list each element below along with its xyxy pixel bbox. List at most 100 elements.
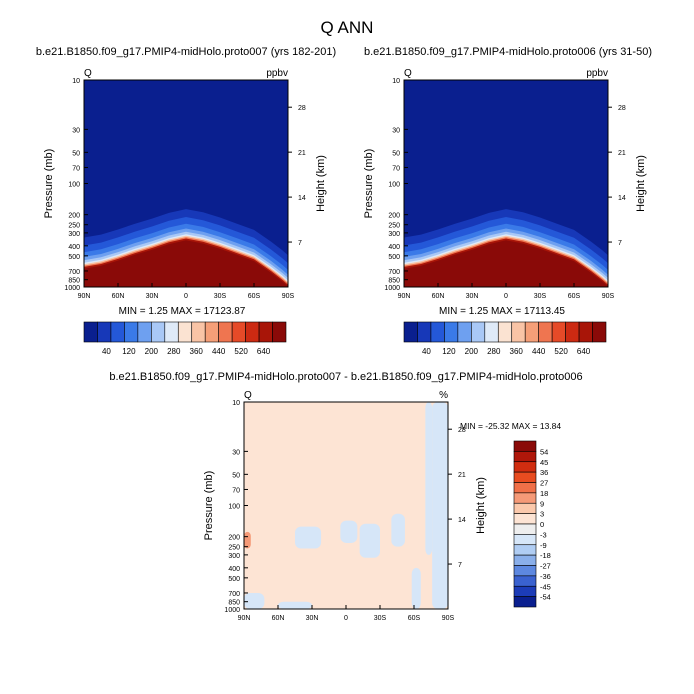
colorbar-label: -45 bbox=[540, 582, 551, 591]
colorbar-label: 200 bbox=[465, 347, 479, 356]
y-tick-label: 100 bbox=[228, 504, 240, 511]
colorbar-swatch bbox=[513, 523, 537, 535]
colorbar-swatch bbox=[191, 321, 206, 343]
x-tick-label: 0 bbox=[344, 615, 348, 622]
y-tick-label: 10 bbox=[232, 400, 240, 407]
colorbar-swatch bbox=[444, 321, 459, 343]
colorbar-label: 45 bbox=[540, 458, 548, 467]
y2-tick-label: 7 bbox=[618, 240, 622, 247]
colorbar-label: 0 bbox=[540, 520, 544, 529]
chart-title: b.e21.B1850.f09_g17.PMIP4-midHolo.proto0… bbox=[109, 371, 582, 383]
right-corner-label: ppbv bbox=[266, 68, 288, 79]
colorbar-swatch bbox=[513, 440, 537, 452]
colorbar-swatch bbox=[513, 471, 537, 483]
x-tick-label: 30S bbox=[214, 293, 227, 300]
plot-area bbox=[404, 80, 608, 287]
y-tick-label: 400 bbox=[68, 244, 80, 251]
y-tick-label: 300 bbox=[68, 231, 80, 238]
x-tick-label: 60N bbox=[112, 293, 125, 300]
colorbar-label: 36 bbox=[540, 468, 548, 477]
x-tick-label: 90S bbox=[602, 293, 615, 300]
colorbar-swatch bbox=[403, 321, 418, 343]
colorbar-swatch bbox=[484, 321, 499, 343]
y-tick-label: 850 bbox=[68, 278, 80, 285]
right-corner-label: ppbv bbox=[586, 68, 608, 79]
y2-tick-label: 28 bbox=[458, 427, 466, 434]
y-tick-label: 700 bbox=[68, 269, 80, 276]
y-tick-label: 1000 bbox=[384, 285, 400, 292]
positive-region bbox=[244, 531, 251, 549]
x-tick-label: 30S bbox=[534, 293, 547, 300]
colorbar-swatch bbox=[513, 554, 537, 566]
colorbar-swatch bbox=[538, 321, 553, 343]
colorbar-swatch bbox=[457, 321, 472, 343]
y-tick-label: 50 bbox=[392, 150, 400, 157]
colorbar-label: 18 bbox=[540, 489, 548, 498]
colorbar-swatch bbox=[513, 492, 537, 504]
x-tick-label: 90S bbox=[282, 293, 295, 300]
colorbar-swatch bbox=[231, 321, 246, 343]
y-tick-label: 250 bbox=[388, 223, 400, 230]
y2-tick-label: 21 bbox=[458, 472, 466, 479]
colorbar-label: 27 bbox=[540, 479, 548, 488]
x-tick-label: 0 bbox=[184, 293, 188, 300]
y-axis-label: Pressure (mb) bbox=[43, 149, 55, 219]
y-tick-label: 1000 bbox=[64, 285, 80, 292]
colorbar-label: -3 bbox=[540, 530, 547, 539]
y-tick-label: 100 bbox=[388, 182, 400, 189]
y2-tick-label: 14 bbox=[458, 517, 466, 524]
colorbar-swatch bbox=[110, 321, 125, 343]
y-tick-label: 10 bbox=[72, 78, 80, 85]
colorbar-swatch bbox=[513, 575, 537, 587]
y-tick-label: 200 bbox=[228, 535, 240, 542]
y-tick-label: 400 bbox=[388, 244, 400, 251]
min-max-stats: MIN = 1.25 MAX = 17113.45 bbox=[439, 306, 565, 317]
negative-region bbox=[278, 601, 312, 609]
colorbar-label: 40 bbox=[422, 347, 431, 356]
colorbar-swatch bbox=[565, 321, 580, 343]
y2-tick-label: 7 bbox=[458, 562, 462, 569]
y2-tick-label: 28 bbox=[618, 105, 626, 112]
y-tick-label: 30 bbox=[392, 127, 400, 134]
colorbar-swatch bbox=[497, 321, 513, 343]
right-corner-label: % bbox=[439, 390, 448, 401]
colorbar-label: -9 bbox=[540, 541, 547, 550]
colorbar-swatch bbox=[513, 461, 537, 473]
y-tick-label: 10 bbox=[392, 78, 400, 85]
y-tick-label: 1000 bbox=[224, 607, 240, 614]
x-tick-label: 60S bbox=[248, 293, 261, 300]
figure-title: Q ANN bbox=[321, 18, 374, 37]
colorbar-label: 640 bbox=[577, 347, 591, 356]
y-tick-label: 30 bbox=[72, 127, 80, 134]
chart-panel-2: b.e21.B1850.f09_g17.PMIP4-midHolo.proto0… bbox=[363, 46, 652, 356]
x-tick-label: 90N bbox=[238, 615, 251, 622]
y2-tick-label: 28 bbox=[298, 105, 306, 112]
colorbar-swatch bbox=[83, 321, 98, 343]
colorbar-swatch bbox=[218, 321, 233, 343]
y-tick-label: 50 bbox=[232, 472, 240, 479]
colorbar-swatch bbox=[513, 451, 537, 463]
x-tick-label: 90S bbox=[442, 615, 455, 622]
colorbar-swatch bbox=[177, 321, 193, 343]
x-tick-label: 30S bbox=[374, 615, 387, 622]
min-max-stats: MIN = -25.32 MAX = 13.84 bbox=[460, 421, 561, 431]
y2-tick-label: 21 bbox=[298, 150, 306, 157]
plot-area bbox=[84, 80, 288, 287]
colorbar-label: 9 bbox=[540, 499, 544, 508]
y-tick-label: 70 bbox=[392, 165, 400, 172]
y-axis-label: Pressure (mb) bbox=[363, 149, 375, 219]
colorbar-label: 360 bbox=[510, 347, 524, 356]
y2-tick-label: 14 bbox=[618, 195, 626, 202]
x-tick-label: 90N bbox=[78, 293, 91, 300]
chart-panel-1: b.e21.B1850.f09_g17.PMIP4-midHolo.proto0… bbox=[36, 46, 336, 356]
colorbar-label: 120 bbox=[442, 347, 456, 356]
colorbar-swatch bbox=[513, 482, 537, 494]
colorbar-label: -54 bbox=[540, 593, 551, 602]
colorbar-swatch bbox=[513, 596, 537, 608]
y-tick-label: 400 bbox=[228, 566, 240, 573]
negative-region bbox=[295, 526, 322, 549]
x-tick-label: 60S bbox=[408, 615, 421, 622]
y2-tick-label: 7 bbox=[298, 240, 302, 247]
y-tick-label: 300 bbox=[388, 231, 400, 238]
chart-panel-3: b.e21.B1850.f09_g17.PMIP4-midHolo.proto0… bbox=[109, 371, 582, 622]
